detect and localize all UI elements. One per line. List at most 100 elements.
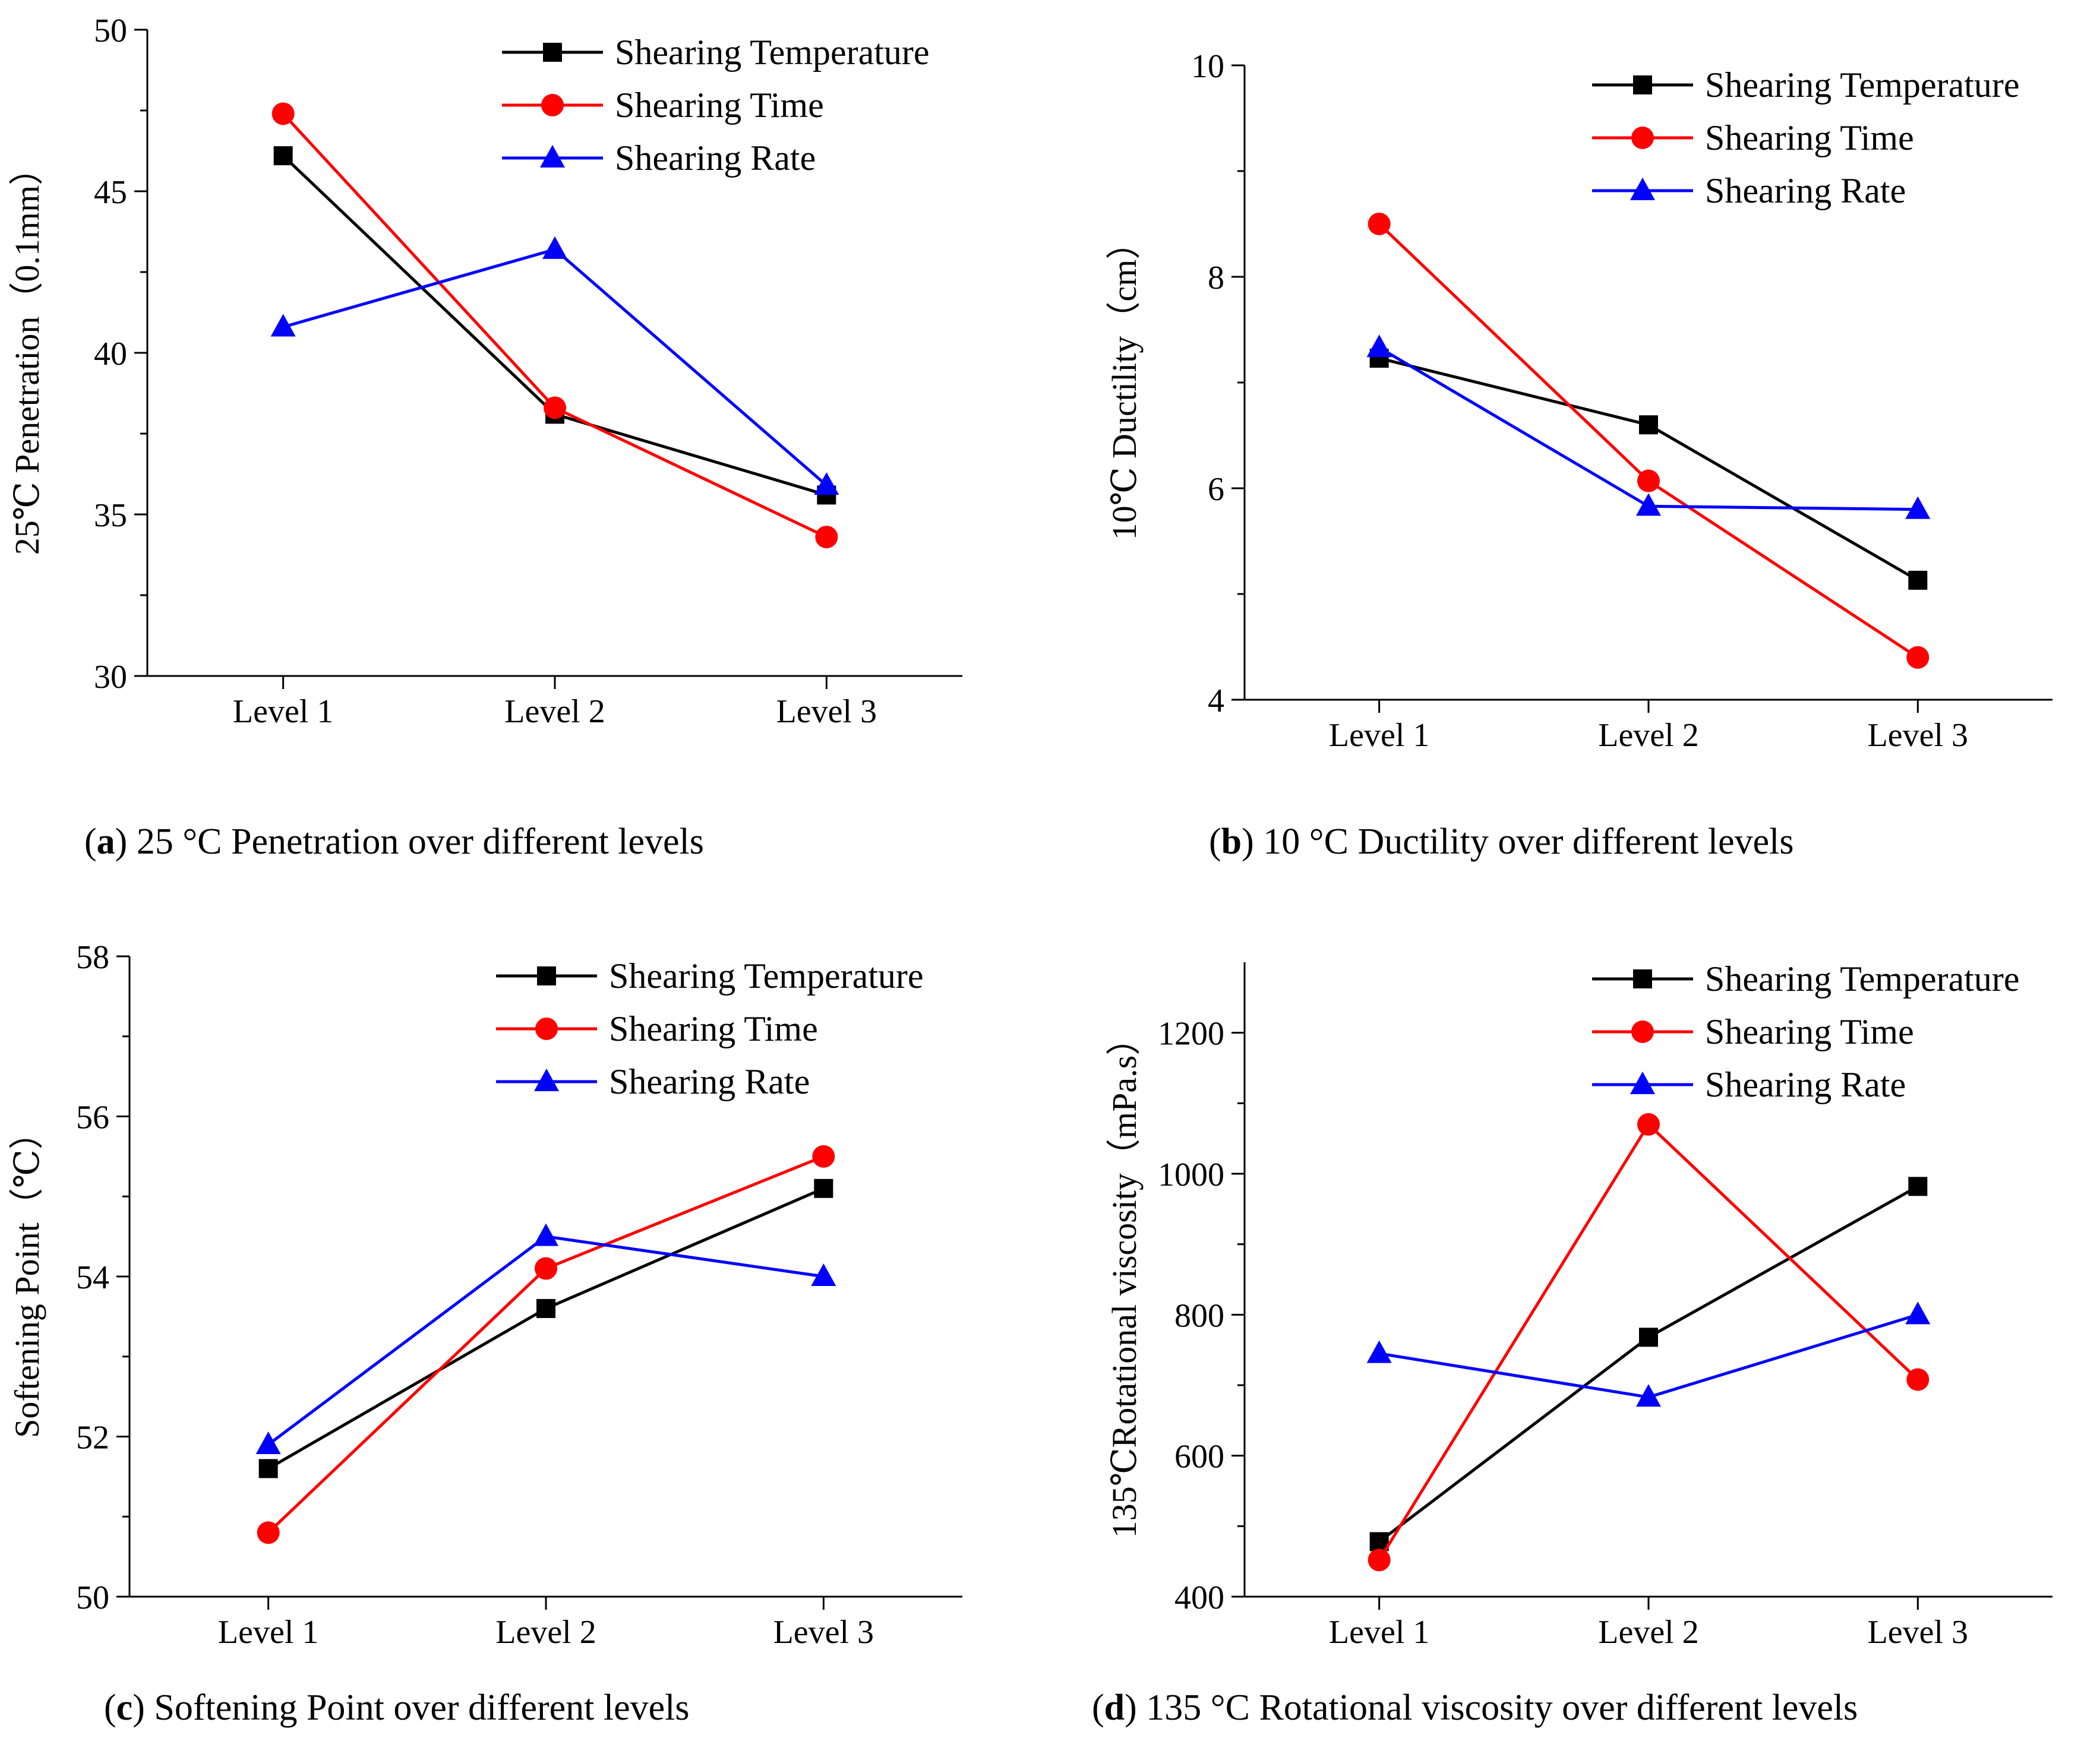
y-tick-label: 10 bbox=[1191, 48, 1224, 85]
x-tick-label: Level 2 bbox=[495, 1614, 596, 1651]
y-tick-label: 600 bbox=[1174, 1439, 1224, 1475]
y-tick-label: 56 bbox=[76, 1099, 109, 1136]
y-axis-label: 10℃ Ductility（cm） bbox=[1105, 225, 1144, 540]
y-axis-label: Softening Point（℃） bbox=[8, 1115, 46, 1437]
legend-marker bbox=[543, 43, 562, 62]
y-axis-label: 25℃ Penetration（0.1mm） bbox=[8, 151, 46, 555]
legend-marker bbox=[541, 94, 564, 116]
legend-label: Shearing Time bbox=[615, 86, 824, 125]
series-line-2 bbox=[282, 248, 828, 486]
y-tick-label: 1200 bbox=[1158, 1016, 1224, 1053]
data-point bbox=[1639, 1328, 1658, 1347]
legend-marker bbox=[1631, 127, 1654, 149]
chart-b: 4 6 8 10 Level 1 Level 2 Level 3 10℃ Ductility（… bbox=[1105, 48, 2052, 754]
data-point bbox=[1906, 646, 1930, 669]
data-point bbox=[1366, 1340, 1392, 1363]
data-point bbox=[270, 314, 296, 337]
legend-label: Shearing Rate bbox=[1705, 1065, 1906, 1104]
legend-marker bbox=[534, 1069, 559, 1091]
legend-marker bbox=[537, 966, 556, 985]
data-point bbox=[1636, 493, 1661, 516]
y-tick-label: 54 bbox=[76, 1259, 109, 1296]
data-point bbox=[1905, 496, 1931, 519]
data-point bbox=[1905, 1301, 1931, 1325]
data-point bbox=[1908, 1177, 1928, 1196]
data-point bbox=[812, 1145, 835, 1168]
y-tick-label: 40 bbox=[94, 336, 127, 372]
x-tick-label: Level 3 bbox=[1868, 1614, 1968, 1651]
legend-marker bbox=[1630, 178, 1655, 200]
caption-c: (c) Softening Point over different level… bbox=[104, 1688, 690, 1728]
y-tick-label: 8 bbox=[1208, 260, 1224, 296]
legend-label: Shearing Time bbox=[609, 1009, 818, 1048]
data-point bbox=[535, 1257, 557, 1280]
x-tick-label: Level 1 bbox=[218, 1614, 318, 1651]
y-tick-label: 58 bbox=[76, 939, 109, 976]
legend-label: Shearing Rate bbox=[1705, 171, 1906, 210]
series-line-1 bbox=[267, 1155, 825, 1534]
data-point bbox=[271, 102, 295, 125]
legend-marker bbox=[1631, 1020, 1654, 1043]
x-tick-label: Level 1 bbox=[1329, 1614, 1429, 1651]
chart-c: 50 52 54 56 58 Level 1 Level 2 Level 3 Softening… bbox=[8, 939, 962, 1651]
caption-b: (b) 10 °C Ductility over different level… bbox=[1209, 821, 1794, 862]
data-point bbox=[1908, 570, 1928, 590]
legend-marker bbox=[535, 1018, 558, 1040]
x-tick-label: Level 3 bbox=[1868, 717, 1968, 754]
legend-marker bbox=[540, 145, 565, 168]
data-point bbox=[1906, 1368, 1930, 1391]
data-point bbox=[1637, 469, 1660, 492]
data-point bbox=[536, 1298, 555, 1318]
data-point bbox=[533, 1223, 558, 1246]
y-tick-label: 1000 bbox=[1158, 1157, 1224, 1193]
caption-a: (a) 25 °C Penetration over different lev… bbox=[84, 821, 704, 862]
y-axis-label: 135℃Rotational viscosity（mPa.s） bbox=[1105, 1021, 1144, 1538]
legend-label: Shearing Time bbox=[1705, 1012, 1914, 1051]
legend-label: Shearing Time bbox=[1705, 118, 1914, 157]
x-tick-label: Level 2 bbox=[1598, 1614, 1698, 1651]
data-point bbox=[544, 396, 566, 419]
legend-marker bbox=[1633, 969, 1652, 988]
y-tick-label: 6 bbox=[1208, 471, 1224, 508]
data-point bbox=[1368, 1549, 1391, 1572]
data-point bbox=[814, 472, 839, 495]
y-tick-label: 35 bbox=[94, 497, 127, 534]
legend-label: Shearing Temperature bbox=[1705, 65, 2019, 105]
series-line-1 bbox=[1378, 223, 1919, 659]
legend-label: Shearing Temperature bbox=[609, 956, 923, 996]
data-point bbox=[1366, 334, 1392, 358]
legend-marker bbox=[1630, 1072, 1655, 1094]
caption-d: (d) 135 °C Rotational viscosity over dif… bbox=[1092, 1688, 1858, 1728]
x-tick-label: Level 1 bbox=[233, 693, 333, 730]
chart-d: 400 600 800 1000 1200 Level 1 Level 2 Level 3 13… bbox=[1105, 959, 2052, 1651]
y-tick-label: 52 bbox=[76, 1420, 109, 1456]
data-point bbox=[1636, 1384, 1661, 1407]
data-point bbox=[811, 1263, 836, 1286]
data-point bbox=[1639, 415, 1658, 435]
x-tick-label: Level 1 bbox=[1329, 717, 1429, 754]
chart-a: 30 35 40 45 50 Level 1 Level 2 Level 3 25℃ Penet… bbox=[8, 12, 962, 730]
y-tick-label: 50 bbox=[94, 12, 127, 49]
data-point bbox=[814, 1178, 833, 1198]
legend-label: Shearing Temperature bbox=[615, 33, 929, 72]
data-point bbox=[258, 1459, 278, 1478]
legend-marker bbox=[1633, 75, 1652, 94]
y-tick-label: 45 bbox=[94, 174, 127, 211]
y-tick-label: 400 bbox=[1174, 1579, 1224, 1616]
x-tick-label: Level 3 bbox=[773, 1614, 874, 1651]
legend-label: Shearing Rate bbox=[615, 138, 816, 178]
x-tick-label: Level 2 bbox=[1598, 717, 1698, 754]
legend-label: Shearing Rate bbox=[609, 1062, 810, 1101]
series-line-0 bbox=[1378, 1185, 1919, 1543]
y-tick-label: 30 bbox=[94, 659, 127, 696]
data-point bbox=[255, 1431, 281, 1454]
data-point bbox=[1637, 1113, 1660, 1136]
data-point bbox=[273, 146, 293, 166]
series-line-0 bbox=[282, 154, 828, 497]
series-line-0 bbox=[1379, 356, 1919, 582]
x-tick-label: Level 2 bbox=[504, 693, 605, 730]
y-tick-label: 50 bbox=[76, 1579, 109, 1616]
data-point bbox=[542, 236, 567, 259]
data-point bbox=[815, 526, 838, 549]
